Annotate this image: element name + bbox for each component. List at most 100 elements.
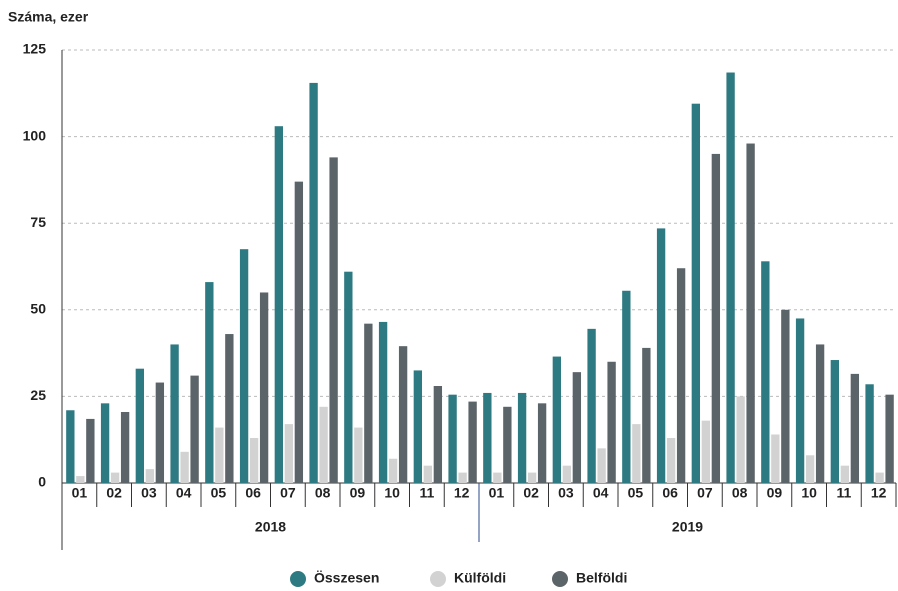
bar	[354, 427, 363, 483]
bar	[632, 424, 641, 483]
bar	[642, 347, 651, 483]
bar	[795, 318, 805, 483]
x-tick-label: 08	[732, 485, 748, 501]
x-tick-label: 12	[454, 485, 470, 501]
bar	[552, 356, 562, 483]
bar	[364, 323, 373, 483]
x-tick-label: 01	[489, 485, 505, 501]
x-tick-label: 06	[662, 485, 678, 501]
x-tick-label: 07	[697, 485, 713, 501]
bar	[503, 406, 512, 483]
bar	[527, 472, 537, 483]
bar	[344, 271, 353, 483]
bar	[483, 392, 492, 483]
bar	[413, 370, 423, 483]
bar	[656, 228, 666, 483]
bar	[562, 465, 572, 483]
bar	[135, 368, 145, 483]
bar	[771, 434, 780, 483]
bar	[319, 406, 328, 483]
x-tick-label: 10	[801, 485, 817, 501]
bar	[691, 103, 701, 483]
x-tick-label: 10	[384, 485, 400, 501]
bar	[607, 361, 616, 483]
bar	[815, 344, 825, 483]
y-tick-label: 125	[23, 41, 47, 57]
x-tick-label: 04	[176, 485, 192, 501]
bar	[676, 268, 686, 483]
legend-swatch	[290, 571, 306, 587]
bar	[701, 420, 711, 483]
legend-label: Külföldi	[454, 570, 506, 586]
bar	[587, 328, 596, 483]
bar	[711, 153, 721, 484]
bar	[736, 396, 745, 483]
bar	[205, 282, 214, 483]
legend-swatch	[552, 571, 568, 587]
bar	[378, 321, 388, 483]
bar	[746, 143, 755, 483]
x-tick-label: 11	[419, 485, 434, 501]
y-axis-title: Száma, ezer	[8, 9, 89, 25]
bar	[239, 249, 249, 483]
legend-label: Belföldi	[576, 570, 627, 586]
bar	[885, 394, 894, 483]
bar	[66, 410, 75, 483]
bar	[274, 126, 284, 483]
bar	[180, 451, 189, 483]
bar	[666, 437, 676, 483]
bar	[597, 448, 606, 483]
bar	[830, 360, 840, 483]
x-tick-label: 05	[211, 485, 227, 501]
bar	[840, 465, 850, 483]
bar	[423, 465, 433, 483]
legend-swatch	[430, 571, 446, 587]
bar	[781, 309, 790, 483]
bar	[86, 418, 95, 483]
bar	[875, 472, 884, 483]
x-tick-label: 02	[523, 485, 539, 501]
bar	[225, 334, 234, 483]
x-tick-label: 03	[141, 485, 157, 501]
bar	[726, 72, 735, 484]
bar	[622, 290, 631, 483]
bar	[215, 427, 224, 483]
bar	[805, 455, 815, 483]
bar	[120, 411, 130, 483]
x-tick-label: 04	[593, 485, 609, 501]
bar	[850, 373, 860, 483]
bar	[329, 157, 338, 483]
x-group-label: 2019	[672, 519, 703, 535]
x-tick-label: 12	[871, 485, 887, 501]
legend-label: Összesen	[314, 570, 379, 586]
x-tick-label: 06	[245, 485, 261, 501]
bar	[865, 384, 874, 483]
bar	[155, 382, 165, 483]
bar	[761, 261, 770, 483]
bar	[517, 392, 527, 483]
y-tick-label: 75	[30, 214, 46, 230]
bar	[468, 401, 477, 483]
bar	[309, 82, 318, 484]
x-tick-label: 11	[836, 485, 851, 501]
x-tick-label: 05	[628, 485, 644, 501]
x-tick-label: 09	[767, 485, 783, 501]
y-tick-label: 100	[23, 127, 47, 143]
x-group-label: 2018	[255, 519, 286, 535]
bar	[145, 469, 155, 483]
bar	[170, 344, 179, 483]
bar	[398, 346, 408, 483]
bar	[190, 375, 199, 483]
x-tick-label: 07	[280, 485, 296, 501]
bar	[259, 292, 269, 483]
x-tick-label: 08	[315, 485, 331, 501]
bar	[76, 476, 85, 483]
x-tick-label: 09	[350, 485, 366, 501]
bar	[493, 472, 502, 483]
y-tick-label: 50	[30, 301, 46, 317]
bar	[448, 394, 457, 483]
y-tick-label: 25	[30, 387, 46, 403]
bar	[458, 472, 467, 483]
bar	[433, 386, 443, 483]
x-tick-label: 03	[558, 485, 574, 501]
